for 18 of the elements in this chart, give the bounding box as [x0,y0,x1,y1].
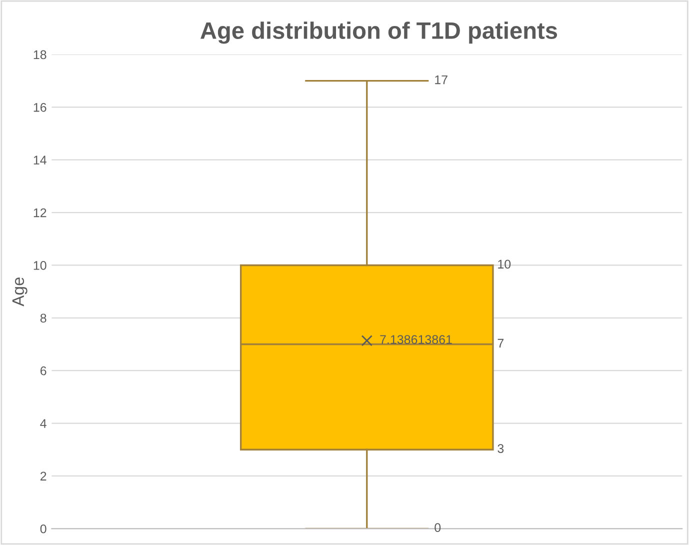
y-tick-label: 12 [34,208,46,218]
annotation: 17 [435,75,448,84]
y-tick-label: 0 [40,524,46,534]
y-tick-label: 4 [40,419,46,428]
annotation: 10 [498,260,511,269]
annotation: 3 [498,444,504,453]
y-tick-label: 14 [34,156,46,164]
annotation: 7 [498,338,504,348]
y-tick-label: 10 [34,261,46,270]
y-tick-label: 6 [40,366,46,376]
y-tick-label: 8 [40,314,46,323]
chart-title: Age distribution of T1D patients [200,22,558,44]
y-tick-label: 2 [40,472,46,480]
annotation: 0 [434,523,441,532]
y-tick-label: 18 [34,50,46,60]
annotation: 7.138613861 [380,335,452,344]
y-axis-title: Age [12,277,28,306]
y-tick-label: 16 [34,102,46,112]
